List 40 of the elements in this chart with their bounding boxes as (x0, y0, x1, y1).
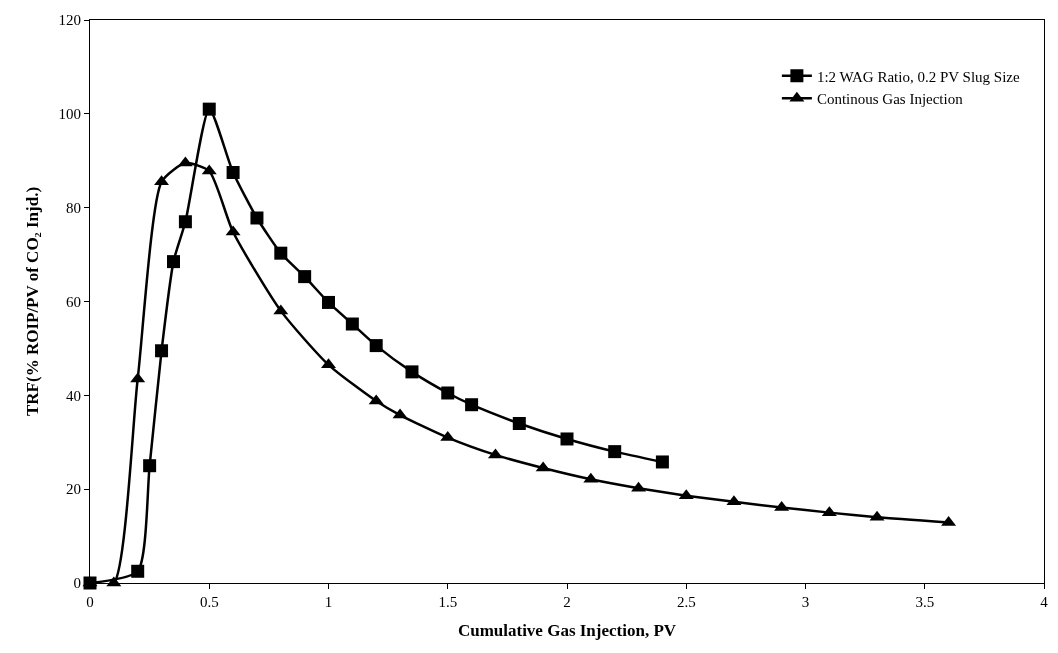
point (560, 432, 574, 446)
point (166, 255, 180, 269)
point (369, 339, 383, 353)
x-tick-label: 1 (324, 594, 333, 610)
point (322, 295, 335, 309)
y-tick-label: 20 (66, 481, 81, 498)
point (405, 365, 419, 379)
point (465, 398, 479, 412)
point (608, 445, 622, 459)
y-tick-label: 60 (66, 293, 81, 310)
y-tick-label: 120 (58, 12, 81, 29)
x-tick-label: 2.5 (676, 594, 696, 610)
point (441, 386, 455, 400)
x-tick-label: 0.5 (199, 594, 219, 610)
y-tick-label: 100 (58, 106, 81, 123)
point (155, 344, 169, 358)
y-axis-title: TRF(% ROIP/PV of CO₂ Injd.) (23, 186, 43, 417)
x-tick-label: 3.5 (915, 594, 935, 610)
point (131, 564, 145, 578)
y-tick-label: 80 (66, 199, 81, 216)
point (202, 102, 216, 116)
x-tick-label: 0 (86, 594, 94, 610)
point (226, 165, 240, 179)
point (250, 211, 264, 225)
x-tick-label: 1.5 (438, 594, 458, 610)
x-tick-label: 3 (801, 594, 810, 610)
y-tick-label: 40 (66, 387, 81, 404)
y-tick-label: 0 (73, 575, 81, 592)
x-axis-title: Cumulative Gas Injection, PV (457, 621, 677, 641)
point (345, 317, 359, 331)
point (143, 459, 157, 473)
x-tick-label: 2 (563, 594, 571, 610)
x-tick-label: 4 (1040, 594, 1049, 610)
legend-label: 1:2 WAG Ratio, 0.2 PV Slug Size (816, 68, 1021, 85)
point (298, 270, 312, 284)
point (655, 455, 669, 469)
legend-label: Continous Gas Injection (816, 91, 964, 108)
point (512, 416, 526, 430)
point (178, 215, 192, 229)
point (274, 246, 288, 260)
